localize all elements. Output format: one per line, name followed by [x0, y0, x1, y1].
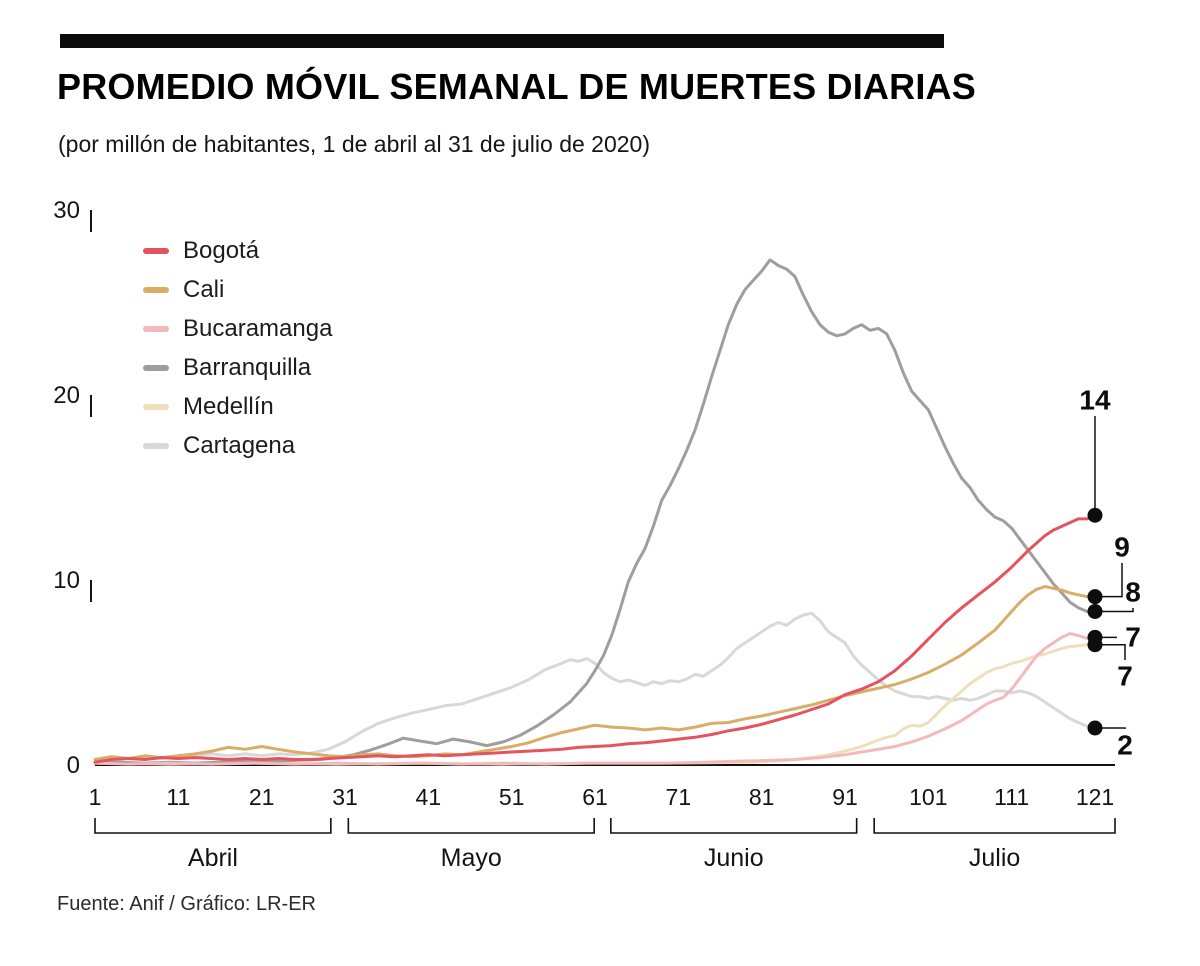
month-bracket — [873, 818, 1116, 834]
source-credit: Fuente: Anif / Gráfico: LR-ER — [57, 893, 316, 915]
page-title: PROMEDIO MÓVIL SEMANAL DE MUERTES DIARIA… — [57, 66, 976, 107]
x-axis-tick-label: 121 — [1076, 784, 1114, 810]
x-axis-tick-label: 61 — [582, 784, 608, 810]
legend-label-cartagena: Cartagena — [183, 431, 296, 459]
legend-swatch-medellin — [143, 403, 169, 410]
y-axis-label: 0 — [67, 752, 80, 779]
end-dot-cartagena — [1087, 720, 1103, 736]
legend-label-barranquilla: Barranquilla — [183, 353, 312, 381]
month-bracket — [347, 818, 595, 834]
series-line-cartagena — [93, 611, 1097, 761]
end-connector-medellin — [1095, 644, 1126, 660]
x-axis-tick-label: 81 — [749, 784, 775, 810]
y-axis-label: 10 — [53, 567, 80, 594]
month-bracket — [610, 818, 858, 834]
end-label-barranquilla: 8 — [1125, 577, 1141, 608]
end-label-cartagena: 2 — [1117, 730, 1133, 761]
legend-swatch-bucaramanga — [143, 325, 169, 332]
legend-label-bogota: Bogotá — [183, 236, 260, 264]
x-axis-tick-label: 21 — [249, 784, 275, 810]
end-dot-bogota — [1087, 507, 1103, 523]
end-dot-barranquilla — [1087, 603, 1103, 619]
month-label: Mayo — [441, 844, 502, 872]
legend-item-cali: Cali — [143, 275, 332, 303]
legend-item-cartagena: Cartagena — [143, 431, 332, 459]
x-axis-tick-label: 91 — [832, 784, 858, 810]
end-dot-cali — [1087, 589, 1103, 605]
top-accent-bar — [60, 34, 944, 48]
legend-swatch-cali — [143, 286, 169, 293]
x-axis-tick-label: 101 — [909, 784, 947, 810]
end-label-bucaramanga: 7 — [1125, 622, 1141, 653]
series-line-bucaramanga — [93, 632, 1097, 766]
end-label-cali: 9 — [1114, 532, 1130, 563]
legend-label-bucaramanga: Bucaramanga — [183, 314, 333, 342]
x-axis-tick-label: 31 — [332, 784, 358, 810]
end-label-bogota: 14 — [1079, 385, 1111, 416]
line-chart: 0 10 20 30 1 11 21 31 41 51 61 71 81 91 101 111 121 Abril… — [0, 185, 1200, 885]
x-axis-tick-label: 51 — [499, 784, 525, 810]
y-axis-label: 30 — [53, 197, 80, 224]
legend-item-bucaramanga: Bucaramanga — [143, 314, 333, 342]
month-label: Julio — [969, 844, 1020, 872]
legend-label-medellin: Medellín — [183, 392, 274, 420]
x-axis-tick-label: 71 — [666, 784, 692, 810]
legend: Bogotá Cali Bucaramanga Barranquilla Med… — [143, 236, 333, 459]
legend-swatch-barranquilla — [143, 364, 169, 371]
end-connector-barranquilla — [1095, 608, 1134, 613]
end-label-medellin: 7 — [1117, 661, 1133, 692]
x-axis-tick-label: 11 — [166, 784, 190, 810]
end-dot-medellin — [1087, 637, 1103, 653]
end-connector-cali — [1095, 563, 1123, 598]
series-line-cali — [93, 585, 1097, 761]
series-line-bogota — [93, 513, 1097, 764]
month-bracket — [94, 818, 332, 834]
page-subtitle: (por millón de habitantes, 1 de abril al… — [58, 131, 650, 157]
legend-item-medellin: Medellín — [143, 392, 332, 420]
legend-item-bogota: Bogotá — [143, 236, 332, 264]
month-label: Junio — [704, 844, 764, 872]
y-axis-label: 20 — [53, 382, 80, 409]
x-axis-tick-label: 41 — [416, 784, 442, 810]
x-axis-tick-label: 1 — [89, 784, 102, 810]
end-connector-cartagena — [1095, 727, 1126, 729]
month-label: Abril — [188, 844, 238, 872]
series-line-barranquilla — [93, 258, 1097, 765]
legend-label-cali: Cali — [183, 275, 225, 303]
x-axis-tick-label: 111 — [994, 784, 1029, 810]
legend-swatch-bogota — [143, 247, 169, 254]
legend-item-barranquilla: Barranquilla — [143, 353, 332, 381]
legend-swatch-cartagena — [143, 442, 169, 449]
